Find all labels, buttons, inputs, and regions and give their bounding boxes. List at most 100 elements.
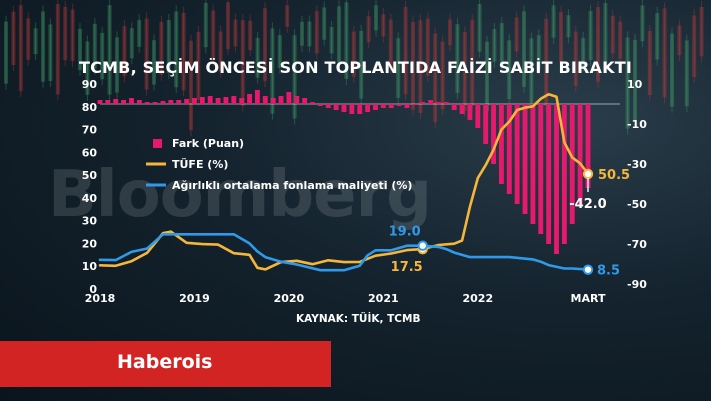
source-label: KAYNAK: TÜİK, TCMB [296, 313, 421, 325]
candle-body [655, 13, 660, 60]
data-label: 19.0 [389, 225, 421, 240]
candle-body [18, 5, 23, 92]
candle-body [55, 4, 60, 95]
bar-fark [247, 94, 252, 104]
bar-fark [278, 96, 284, 104]
candle-body [329, 26, 334, 54]
bar-fark [538, 104, 544, 234]
bar-fark [404, 104, 410, 108]
bar-fark [317, 104, 323, 106]
bar-fark [380, 104, 386, 108]
bar-fark [136, 100, 142, 104]
y-left-tick-label: 80 [82, 101, 98, 114]
point-marker [582, 168, 594, 180]
bar-fark [396, 104, 402, 106]
bar-fark [530, 104, 536, 224]
bar-fark [451, 104, 457, 110]
candle-body [610, 15, 615, 54]
bar-fark [349, 104, 355, 114]
candle-body [477, 4, 482, 52]
point-marker [417, 240, 428, 251]
candle-body [381, 14, 386, 37]
candle-body [684, 40, 689, 107]
bar-fark [152, 102, 158, 104]
data-label: 8.5 [597, 264, 620, 279]
x-tick-label: MART [571, 292, 606, 305]
y-right-tick-label: 10 [627, 78, 643, 91]
candle-body [300, 21, 304, 46]
y-right-tick-label: -30 [627, 158, 647, 171]
candle-body [351, 31, 356, 77]
brand-bar: Haberois [0, 341, 331, 387]
bar-fark [121, 100, 127, 104]
x-tick-label: 2021 [368, 292, 399, 305]
candle-body [285, 5, 290, 27]
bar-fark [302, 98, 308, 104]
candle-body [448, 19, 452, 46]
candle-body [647, 30, 652, 96]
chart-title: TCMB, SEÇİM ÖNCESİ SON TOPLANTIDA FAİZİ … [79, 58, 632, 77]
legend-swatch [153, 139, 162, 148]
candle-body [240, 20, 245, 106]
bar-fark [546, 104, 552, 244]
candle-body [677, 25, 682, 56]
candle-body [203, 2, 208, 48]
candle-body [48, 24, 53, 81]
candle-body [137, 20, 142, 47]
bar-fark [373, 104, 378, 110]
candle-body [292, 35, 297, 119]
candle-body [699, 6, 704, 57]
candle-body [403, 6, 408, 95]
bar-fark [207, 96, 213, 104]
candle-body [322, 7, 327, 40]
candle-body [263, 8, 267, 82]
bar-fark [443, 102, 449, 104]
candle-body [440, 41, 445, 110]
bar-fark [475, 104, 481, 128]
data-label: 17.5 [391, 260, 423, 275]
candle-body [92, 23, 97, 69]
bar-fark [262, 96, 268, 104]
bar-fark [428, 100, 434, 104]
candle-body [433, 33, 438, 123]
candle-body [588, 10, 593, 61]
data-label: -42.0 [569, 197, 606, 212]
y-left-tick-label: 60 [82, 146, 98, 159]
bar-fark [310, 102, 315, 104]
y-left-tick-label: 40 [82, 192, 98, 205]
candle-body [618, 21, 623, 59]
candle-body [144, 18, 149, 90]
candle-body [499, 23, 504, 67]
candle-body [366, 16, 371, 43]
bar-fark [577, 104, 583, 204]
candle-body [166, 20, 171, 73]
candle-body [529, 38, 534, 104]
bar-fark [388, 104, 394, 108]
candle-body [640, 5, 645, 42]
candle-body [536, 35, 541, 69]
x-tick-label: 2019 [179, 292, 210, 305]
candle-body [470, 19, 475, 106]
candle-body [211, 10, 216, 61]
bar-fark [522, 104, 528, 214]
candle-body [63, 6, 68, 61]
line-fonlama [98, 233, 590, 272]
bar-fark [97, 100, 103, 104]
candle-body [662, 8, 667, 98]
line-tufe [98, 93, 590, 271]
candle-body [100, 32, 105, 80]
candle-body [115, 37, 119, 93]
bar-fark [569, 104, 575, 224]
x-tick-label: 2020 [274, 292, 305, 305]
bar-fark [365, 104, 371, 112]
bar-fark [176, 100, 182, 104]
candle-body [551, 5, 556, 38]
x-tick-label: 2022 [462, 292, 493, 305]
bar-fark [231, 96, 237, 104]
candle-body [670, 33, 674, 107]
data-label: 50.5 [598, 168, 630, 183]
bar-fark [357, 104, 363, 114]
candle-body [174, 11, 179, 88]
